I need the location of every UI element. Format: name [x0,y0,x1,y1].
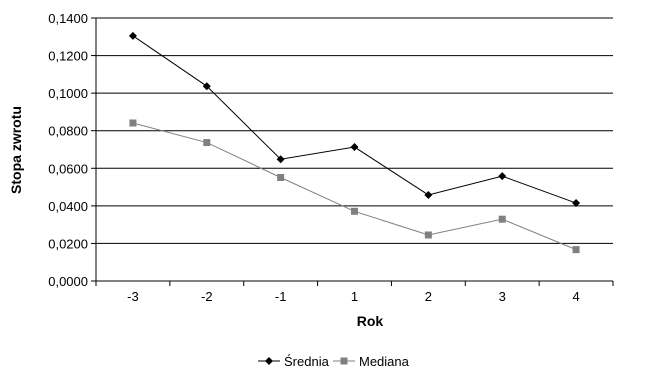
y-axis-title: Stopa zwrotu [8,106,24,194]
data-point [277,173,285,181]
data-point [276,155,285,164]
y-tick-label: 0,0200 [48,236,88,251]
x-axis-ticks: -3 -2 -1 1 2 3 4 [95,281,614,304]
data-point [203,139,211,147]
x-tick-label: -2 [201,289,213,304]
x-tick-label: 2 [425,289,432,304]
series-1 [128,31,581,208]
data-point [572,199,581,208]
y-tick-label: 0,1000 [48,86,88,101]
legend-marker [340,357,348,365]
data-point [424,231,432,239]
x-tick-label: -3 [127,289,139,304]
data-point [498,215,506,223]
data-point [572,246,580,254]
series-line [132,122,577,251]
x-tick-label: 3 [499,289,506,304]
data-point [351,207,358,215]
y-tick-label: 0,0000 [48,274,88,289]
y-tick-label: 0,0800 [48,124,88,139]
legend-label: Mediana [359,354,410,369]
legend: Średnia Mediana [258,354,410,369]
series-2 [129,119,580,254]
data-point [128,31,137,40]
gridlines [96,17,613,282]
y-tick-label: 0,0600 [48,161,88,176]
x-tick-label: 4 [572,289,579,304]
y-tick-label: 0,1200 [48,49,88,64]
legend-marker [265,357,273,365]
y-axis-ticks: 0,0000 0,0200 0,0400 0,0600 0,0800 0,1000 0,12… [48,11,96,289]
x-axis-title: Rok [357,313,384,329]
x-tick-label: 1 [351,289,358,304]
series-line [132,35,577,204]
axes [95,18,613,282]
x-tick-label: -1 [275,289,287,304]
data-point [129,119,137,127]
y-tick-label: 0,1400 [48,11,88,26]
series-group [128,31,581,254]
data-point [202,82,211,91]
legend-label: Średnia [284,354,330,369]
y-tick-label: 0,0400 [48,199,88,214]
data-point [498,172,507,181]
data-point [424,190,433,199]
data-point [350,143,359,152]
